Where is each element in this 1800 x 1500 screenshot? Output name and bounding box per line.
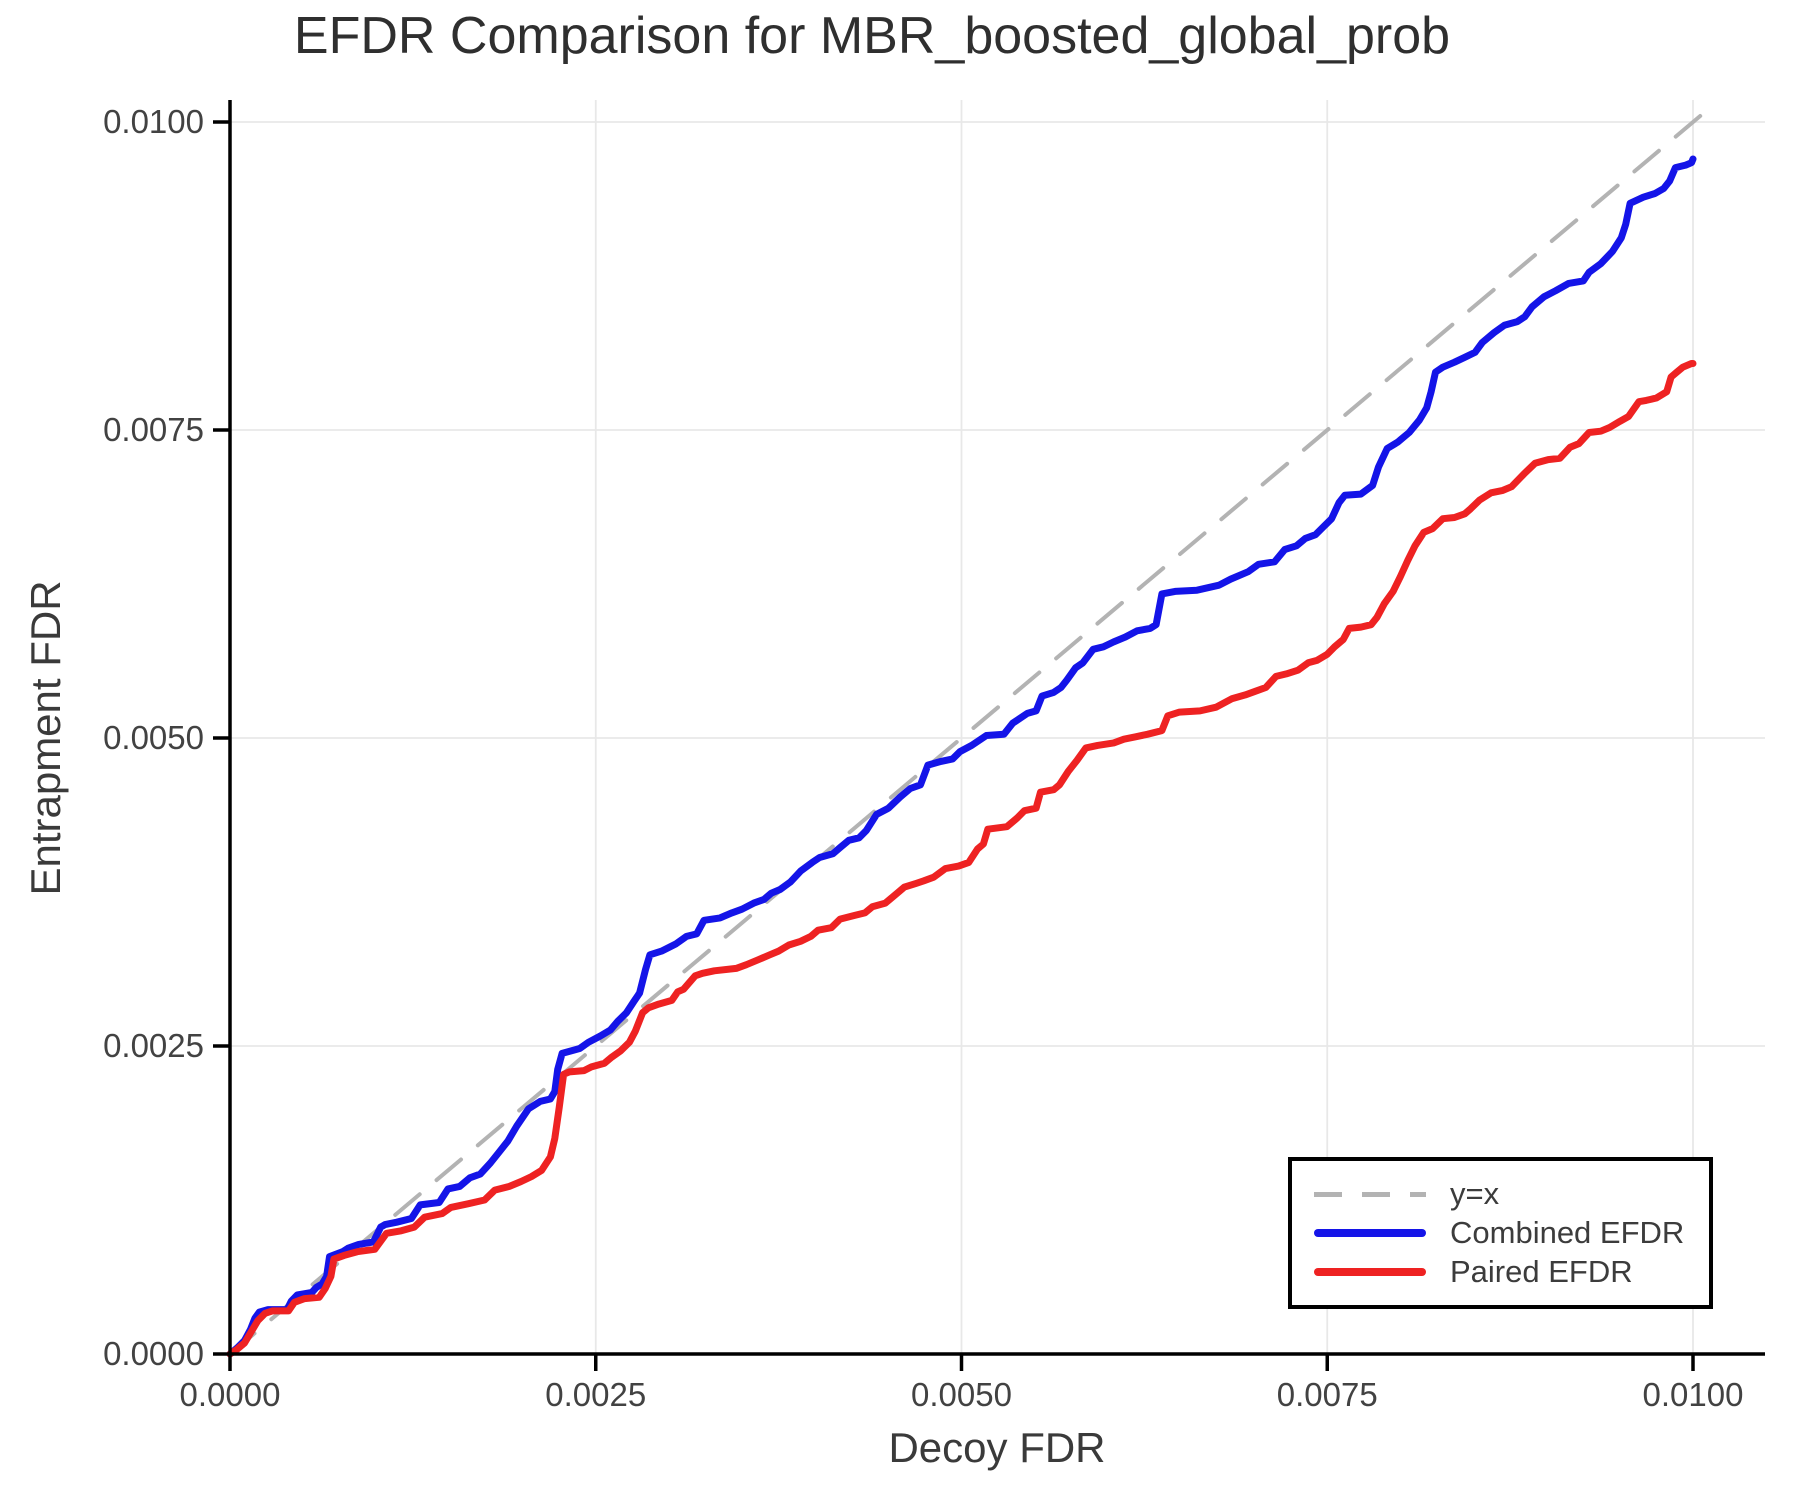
chart-title: EFDR Comparison for MBR_boosted_global_p… xyxy=(293,7,1451,65)
legend-entry-combined: Combined EFDR xyxy=(1314,1214,1709,1253)
series-line-0 xyxy=(228,102,1716,1356)
y-tick-label: 0.0100 xyxy=(103,103,204,140)
legend-label-yx: y=x xyxy=(1450,1176,1500,1211)
y-axis-label: Entrapment FDR xyxy=(22,580,69,896)
x-tick-label: 0.0075 xyxy=(1277,1376,1378,1413)
x-tick-label: 0.0050 xyxy=(911,1376,1012,1413)
legend-entry-paired: Paired EFDR xyxy=(1314,1253,1709,1292)
x-tick-label: 0.0000 xyxy=(180,1376,281,1413)
legend-line-sample-paired xyxy=(1314,1268,1426,1276)
series-line-1 xyxy=(226,155,1697,1358)
y-tick-label: 0.0000 xyxy=(103,1335,204,1372)
y-tick-label: 0.0050 xyxy=(103,719,204,756)
x-tick-label: 0.0025 xyxy=(545,1376,646,1413)
y-tick-label: 0.0075 xyxy=(103,411,204,448)
legend-entry-yx: y=x xyxy=(1314,1175,1709,1214)
y-tick-label: 0.0025 xyxy=(103,1027,204,1064)
legend-line-sample-yx xyxy=(1314,1191,1426,1197)
legend-line-sample-combined xyxy=(1314,1229,1426,1237)
x-axis-label: Decoy FDR xyxy=(888,1424,1106,1471)
legend-label-paired: Paired EFDR xyxy=(1450,1254,1633,1289)
legend-label-combined: Combined EFDR xyxy=(1450,1215,1685,1250)
series-line-2 xyxy=(226,360,1697,1358)
legend-box: y=x Combined EFDR Paired EFDR xyxy=(1288,1157,1713,1309)
x-tick-label: 0.0100 xyxy=(1643,1376,1744,1413)
